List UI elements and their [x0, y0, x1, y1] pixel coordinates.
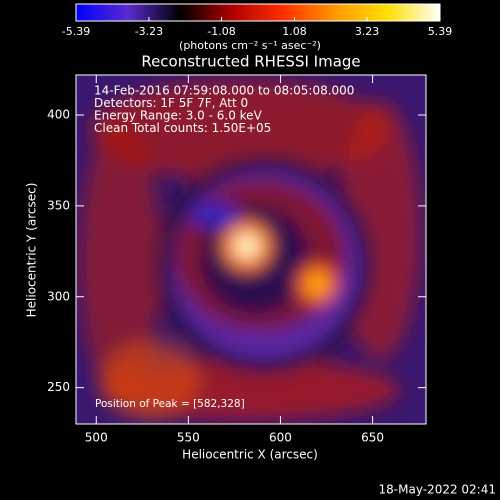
- annotation: 14-Feb-2016 07:59:08.000 to 08:05:08.000: [94, 84, 354, 98]
- x-tick-label: 650: [361, 431, 384, 445]
- x-tick-label: 600: [269, 431, 292, 445]
- colorbar-tick-label: -3.23: [135, 25, 163, 38]
- x-tick-label: 550: [177, 431, 200, 445]
- y-tick-label: 350: [47, 198, 70, 212]
- x-axis-label: Heliocentric X (arcsec): [182, 448, 318, 462]
- annotation: Energy Range: 3.0 - 6.0 keV: [94, 109, 263, 123]
- image: [76, 75, 426, 424]
- colorbar-tick-label: 1.08: [282, 25, 307, 38]
- y-tick-label: 400: [47, 107, 70, 121]
- peak-label: Position of Peak = [582,328]: [95, 398, 245, 410]
- y-tick-label: 250: [47, 380, 70, 394]
- footer: 18-May-2022 02:41: [379, 483, 496, 497]
- y-axis-label: Heliocentric Y (arcsec): [25, 183, 39, 318]
- annotation: Clean Total counts: 1.50E+05: [94, 121, 271, 135]
- plot-frame: [75, 74, 427, 425]
- colorbar-tick-label: 3.23: [355, 25, 380, 38]
- colorbar-label: (photons cm⁻² s⁻¹ asec⁻²): [179, 39, 321, 52]
- y-tick-label: 300: [47, 289, 70, 303]
- annotation: Detectors: 1F 5F 7F, Att 0: [94, 96, 248, 110]
- chart-title: Reconstructed RHESSI Image: [141, 53, 360, 71]
- colorbar-tick-label: -1.08: [207, 25, 235, 38]
- colorbar-tick-label: -5.39: [62, 25, 90, 38]
- colorbar-tick-label: 5.39: [428, 25, 453, 38]
- x-tick-label: 500: [85, 431, 108, 445]
- colorbar: [75, 3, 441, 22]
